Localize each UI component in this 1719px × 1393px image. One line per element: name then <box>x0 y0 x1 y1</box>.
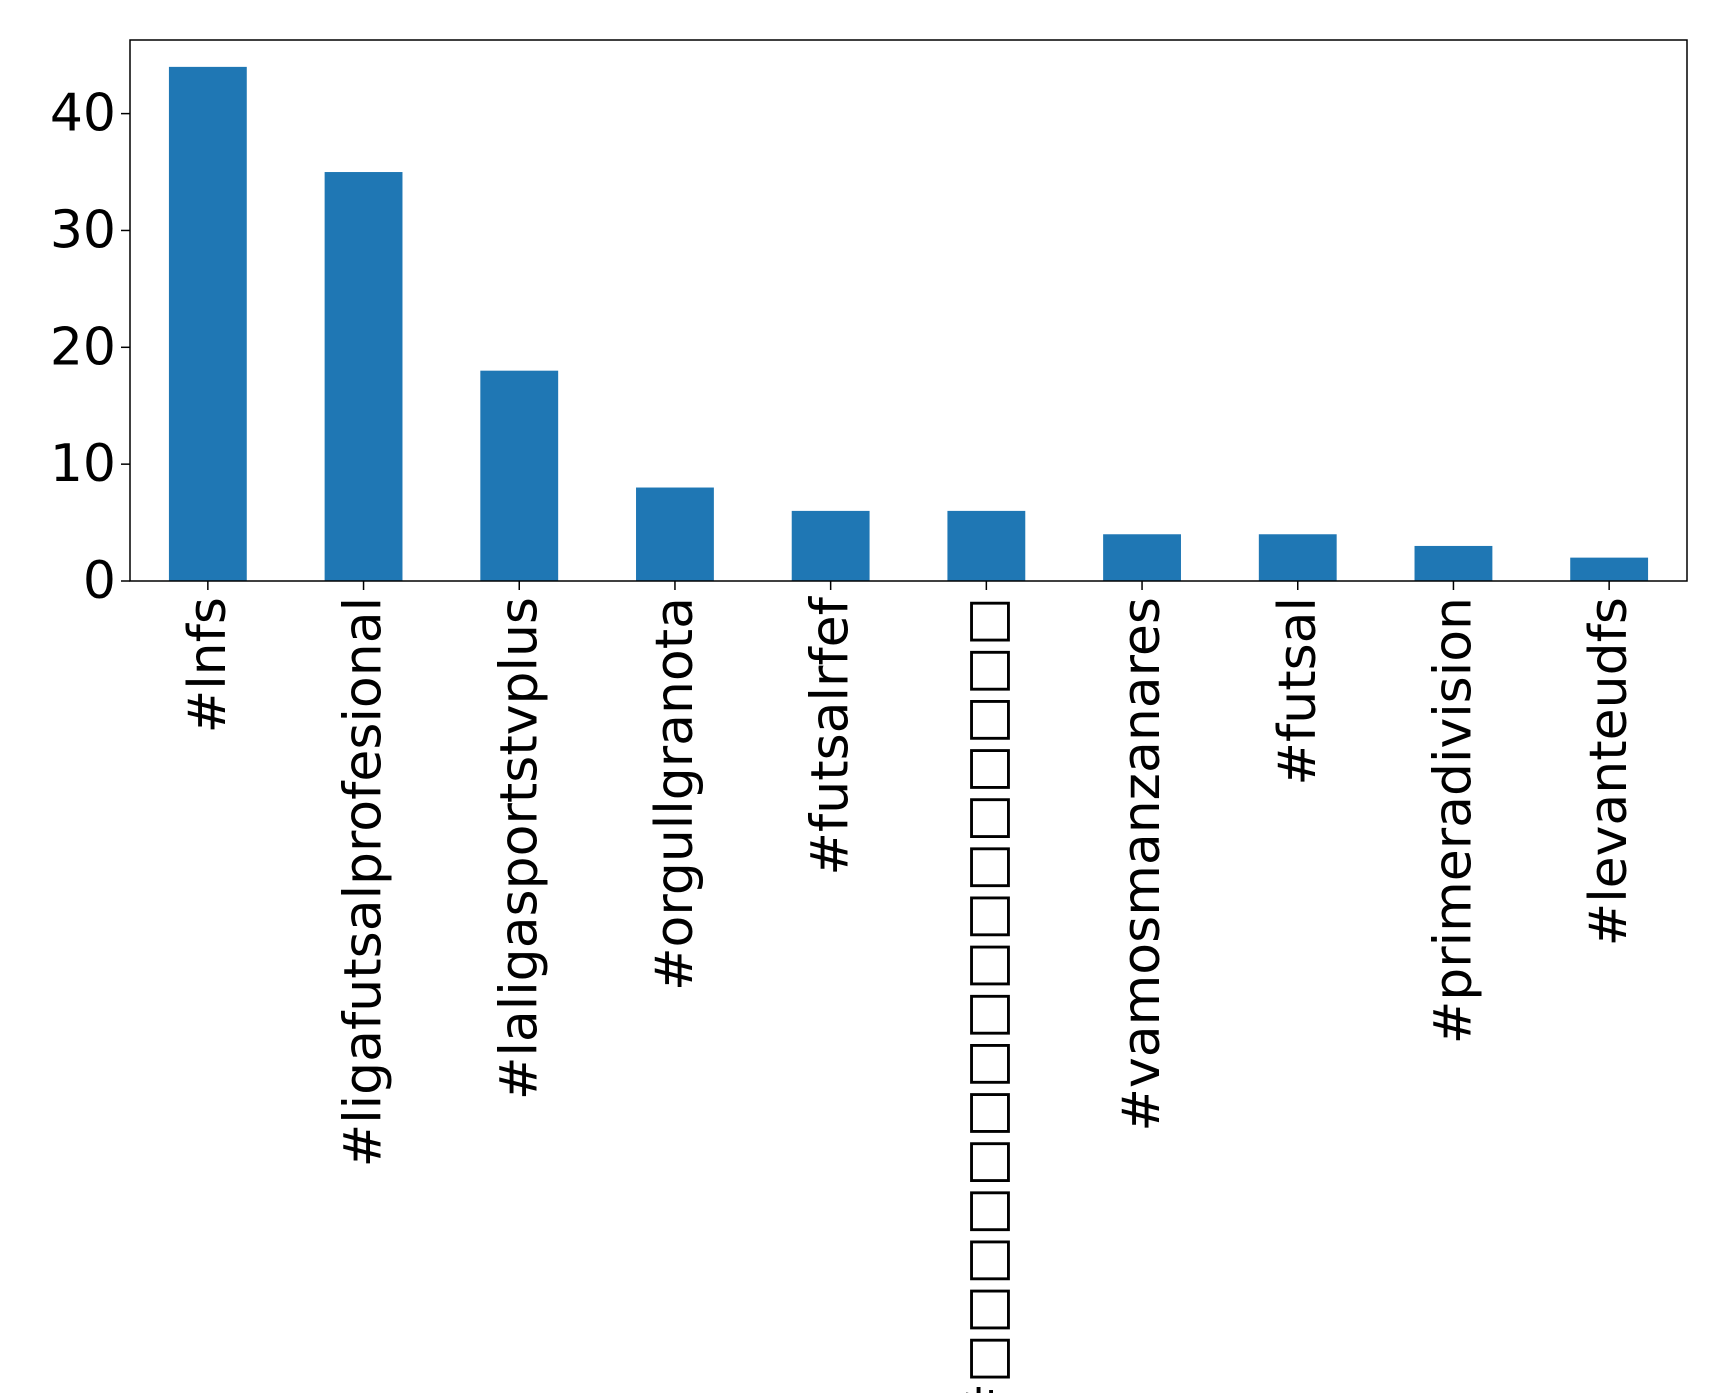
bar <box>480 370 559 581</box>
y-tick-label: 30 <box>50 200 116 260</box>
y-tick-label: 20 <box>50 317 116 377</box>
bar <box>324 172 403 581</box>
bar <box>791 510 870 581</box>
bar <box>636 487 714 581</box>
x-tick-label: #futsalrfef <box>801 595 861 875</box>
bar <box>168 66 247 581</box>
x-tick-label: #primeradivision <box>1423 597 1483 1044</box>
y-tick-label: 10 <box>50 434 116 494</box>
x-tick-label: #orgullgranota <box>645 597 705 991</box>
bar <box>1103 534 1181 581</box>
x-tick-label: #lnfs <box>178 597 238 733</box>
bar <box>1258 534 1337 581</box>
x-tick-label: #levanteudfs <box>1579 597 1639 946</box>
x-tick-label: #□□□□□□□□□□□□□□□□ <box>956 597 1016 1393</box>
plot-frame <box>129 39 1688 582</box>
y-tick-label: 40 <box>50 84 116 144</box>
y-tick-label: 0 <box>83 551 116 611</box>
bar <box>947 510 1026 581</box>
x-tick-label: #ligafutsalprofesional <box>334 597 394 1167</box>
x-tick-label: #vamosmanzanares <box>1112 597 1172 1132</box>
bar <box>1414 545 1493 581</box>
x-tick-label: #laligasportstvplus <box>489 597 549 1100</box>
x-tick-label: #futsal <box>1268 597 1328 786</box>
bar <box>1570 557 1649 581</box>
